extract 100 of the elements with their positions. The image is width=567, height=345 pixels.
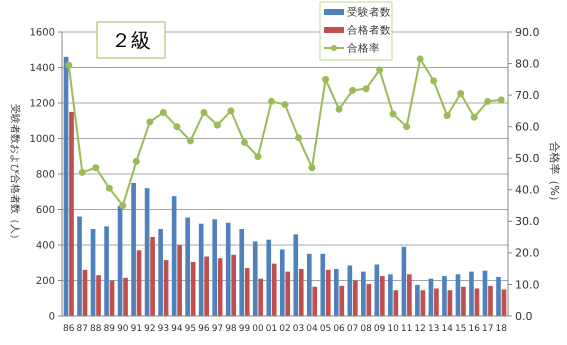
point (308, 164, 316, 172)
bar (469, 272, 474, 316)
bar (104, 226, 109, 316)
x-tick-label: 93 (158, 324, 170, 334)
x-tick-label: 10 (387, 324, 400, 334)
bar (266, 240, 272, 316)
point (65, 62, 72, 69)
x-tick-label: 98 (225, 324, 237, 334)
bar (82, 270, 88, 316)
bar (496, 276, 501, 316)
x-tick-label: 07 (346, 324, 358, 334)
y2-tick-label: 90.0 (515, 26, 540, 39)
bar (258, 278, 264, 316)
bar (442, 276, 447, 316)
x-tick-label: 03 (292, 324, 304, 334)
bar (280, 249, 285, 316)
point (254, 153, 262, 160)
bar (204, 256, 209, 316)
x-tick-label: 01 (266, 324, 278, 334)
bar (110, 280, 114, 316)
bar (488, 286, 493, 316)
bar (352, 280, 358, 316)
point (186, 137, 194, 144)
point (106, 184, 113, 192)
x-tick-label: 06 (333, 324, 346, 334)
x-tick-label: 13 (428, 324, 440, 334)
x-tick-label: 88 (90, 324, 102, 334)
x-tick-label: 09 (374, 324, 386, 334)
bar (218, 258, 222, 316)
bar (131, 182, 136, 316)
point (295, 134, 302, 142)
point (146, 118, 154, 126)
point (470, 114, 478, 121)
legend-label: 受験者数 (347, 6, 391, 19)
bar (420, 290, 426, 316)
bar (190, 262, 196, 316)
point (362, 85, 370, 92)
bar (380, 276, 385, 316)
chart-title: ２級 (111, 28, 151, 52)
bar (502, 289, 506, 316)
y2-tick-label: 20.0 (515, 246, 540, 260)
bar (172, 196, 176, 316)
bar (118, 206, 122, 316)
bar (298, 268, 304, 316)
y-tick-label: 1000 (30, 134, 55, 145)
bar (320, 254, 326, 316)
point (444, 112, 451, 120)
bar (158, 229, 163, 316)
bar (252, 241, 258, 316)
bar (474, 288, 480, 316)
y-axis-title: 受験者数および合格者数（人） (9, 104, 21, 244)
y2-tick-label: 70.0 (515, 88, 540, 102)
x-tick-label: 00 (252, 324, 264, 334)
bar (244, 268, 250, 316)
x-tick-label: 96 (198, 324, 210, 334)
bar (77, 216, 82, 316)
bar (312, 286, 318, 316)
bar (226, 222, 231, 316)
point (376, 66, 384, 74)
bar (415, 284, 420, 316)
bar (212, 219, 218, 316)
y-tick-label: 1600 (30, 28, 55, 38)
x-tick-label: 16 (468, 324, 480, 334)
x-tick-label: 91 (130, 324, 142, 334)
point (282, 101, 288, 108)
x-tick-label: 05 (320, 324, 332, 334)
bar (144, 188, 150, 316)
point (78, 168, 86, 176)
y-tick-label: 1400 (30, 63, 55, 74)
x-tick-label: 04 (306, 324, 318, 334)
point (240, 138, 248, 146)
point (268, 98, 275, 105)
bar (239, 229, 244, 316)
bar (334, 268, 339, 316)
bar (185, 217, 190, 316)
legend-label: 合格者数 (347, 24, 391, 37)
bar (231, 254, 236, 316)
point (119, 202, 126, 210)
bar (407, 274, 412, 316)
bar (69, 112, 74, 316)
bar (482, 270, 488, 316)
y2-tick-label: 50.0 (515, 152, 540, 166)
x-tick-label: 90 (117, 324, 129, 334)
point (322, 76, 330, 83)
legend-label: 合格率 (347, 42, 380, 55)
point (214, 122, 221, 129)
bar (96, 275, 101, 316)
bar (326, 270, 331, 316)
y-tick-label: 200 (36, 276, 55, 287)
x-tick-label: 15 (454, 324, 466, 334)
point (227, 107, 234, 114)
point (336, 106, 343, 113)
point (430, 77, 438, 84)
x-tick-label: 97 (212, 324, 224, 334)
x-tick-label: 86 (63, 324, 75, 334)
bar (388, 274, 393, 316)
y2-tick-label: 30.0 (515, 215, 540, 228)
bar (177, 245, 182, 316)
x-tick-label: 87 (76, 324, 88, 334)
x-tick-label: 92 (144, 324, 156, 334)
